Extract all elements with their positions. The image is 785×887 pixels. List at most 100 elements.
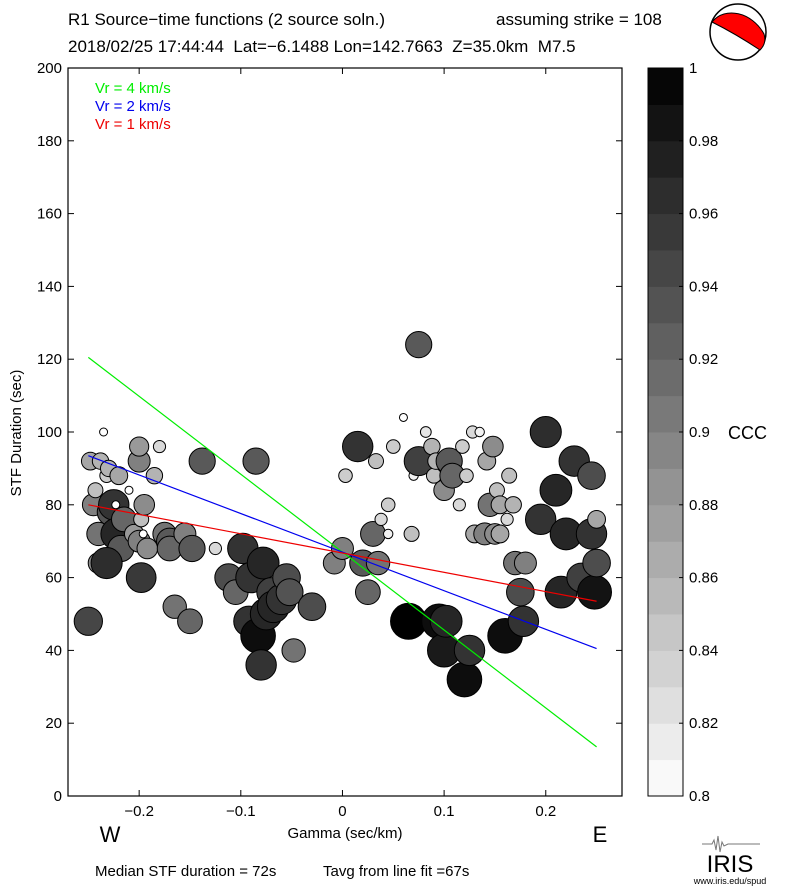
colorbar-tick-label: 0.84 <box>689 642 718 659</box>
colorbar-tick-label: 1 <box>689 60 697 77</box>
data-point <box>398 412 408 422</box>
data-point <box>501 467 518 484</box>
data-point <box>429 604 463 638</box>
data-point <box>374 512 388 526</box>
data-point <box>587 509 606 529</box>
velocity-line <box>88 504 597 602</box>
data-point <box>385 439 401 454</box>
velocity-line <box>88 455 597 650</box>
data-point <box>145 466 164 485</box>
east-label: E <box>593 822 608 847</box>
data-point <box>297 592 327 622</box>
strike-note: assuming strike = 108 <box>496 10 662 29</box>
colorbar-segment <box>648 468 683 506</box>
iris-logo: IRIS www.iris.edu/spud <box>693 835 767 886</box>
colorbar-segment <box>648 68 683 105</box>
data-point <box>582 548 611 578</box>
data-point <box>405 331 433 359</box>
colorbar-segment <box>648 250 683 287</box>
data-point <box>73 606 103 636</box>
data-point <box>177 608 203 635</box>
data-point <box>152 439 167 454</box>
colorbar-segment <box>648 359 683 397</box>
data-point <box>178 534 206 563</box>
iris-url: www.iris.edu/spud <box>693 876 767 886</box>
data-point <box>513 551 537 575</box>
colorbar-segment <box>648 650 683 688</box>
colorbar-segment <box>648 541 683 579</box>
data-point <box>539 473 573 507</box>
x-tick-label: 0 <box>338 803 346 820</box>
colorbar-tick-label: 0.8 <box>689 788 710 805</box>
colorbar-tick-label: 0.86 <box>689 570 718 587</box>
colorbar-segment <box>648 104 683 142</box>
colorbar-segment <box>648 177 683 215</box>
legend-entry: Vr = 1 km/s <box>95 116 171 133</box>
data-point <box>124 485 134 495</box>
data-point <box>482 435 504 458</box>
data-point <box>455 439 470 454</box>
colorbar-segment <box>648 432 683 469</box>
x-axis-label: Gamma (sec/km) <box>287 825 402 842</box>
y-tick-label: 40 <box>45 642 62 659</box>
data-point <box>524 503 557 536</box>
data-point <box>245 649 277 681</box>
y-tick-label: 120 <box>37 351 62 368</box>
data-point <box>488 482 505 499</box>
y-tick-label: 200 <box>37 60 62 77</box>
west-label: W <box>100 822 121 847</box>
y-tick-label: 80 <box>45 497 62 514</box>
colorbar-tick-label: 0.92 <box>689 351 718 368</box>
y-axis-label: STF Duration (sec) <box>8 370 25 497</box>
data-point <box>111 500 121 510</box>
y-tick-label: 60 <box>45 570 62 587</box>
event-info: 2018/02/25 17:44:44 Lat=−6.1488 Lon=142.… <box>68 37 576 56</box>
data-point <box>87 482 104 499</box>
y-tick-label: 20 <box>45 715 62 732</box>
colorbar-segment <box>648 759 683 797</box>
data-point <box>338 468 353 483</box>
data-point <box>208 541 222 556</box>
data-point <box>342 430 374 463</box>
colorbar-tick-label: 0.88 <box>689 497 718 514</box>
y-tick-label: 100 <box>37 424 62 441</box>
data-point <box>138 529 148 539</box>
data-point <box>281 638 306 663</box>
beachball-icon <box>709 3 767 61</box>
legend: Vr = 4 km/sVr = 2 km/sVr = 1 km/s <box>95 80 171 133</box>
data-point <box>500 512 514 526</box>
data-point <box>90 546 123 580</box>
y-tick-label: 140 <box>37 278 62 295</box>
colorbar-segment <box>648 213 683 251</box>
data-point <box>419 426 432 438</box>
data-point <box>504 496 522 514</box>
colorbar-segment <box>648 140 683 178</box>
colorbar-tick-label: 0.9 <box>689 424 710 441</box>
data-point <box>577 574 613 610</box>
colorbar-tick-label: 0.98 <box>689 133 718 150</box>
colorbar-segment <box>648 504 683 542</box>
colorbar-segment <box>648 395 683 433</box>
median-duration: Median STF duration = 72s <box>95 863 276 880</box>
colorbar-segment <box>648 286 683 324</box>
x-tick-label: −0.2 <box>124 803 154 820</box>
data-point <box>490 524 510 544</box>
data-point <box>577 461 606 490</box>
x-tick-label: 0.1 <box>434 803 455 820</box>
scatter-points <box>73 331 613 698</box>
colorbar-segment <box>648 614 683 651</box>
x-tick-label: 0.2 <box>535 803 556 820</box>
data-point <box>506 577 535 607</box>
data-point <box>423 437 441 456</box>
data-point <box>529 415 562 449</box>
y-tick-label: 180 <box>37 133 62 150</box>
colorbar-segment <box>648 686 683 724</box>
data-point <box>275 578 304 607</box>
data-point <box>133 494 156 516</box>
colorbar-tick-label: 0.94 <box>689 278 718 295</box>
data-point <box>390 602 428 640</box>
colorbar-tick-label: 0.82 <box>689 715 718 732</box>
colorbar-segment <box>648 322 683 360</box>
chart-title: R1 Source−time functions (2 source soln.… <box>68 10 385 29</box>
data-point <box>380 497 396 513</box>
